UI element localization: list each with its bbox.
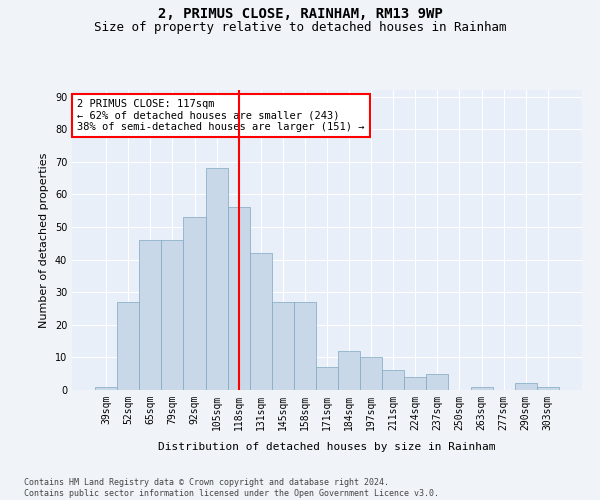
- Bar: [470, 386, 493, 390]
- Bar: [382, 370, 404, 390]
- Bar: [404, 377, 427, 390]
- Bar: [95, 386, 117, 390]
- Bar: [338, 351, 360, 390]
- Text: Size of property relative to detached houses in Rainham: Size of property relative to detached ho…: [94, 21, 506, 34]
- Y-axis label: Number of detached properties: Number of detached properties: [39, 152, 49, 328]
- Bar: [227, 208, 250, 390]
- Bar: [427, 374, 448, 390]
- Bar: [206, 168, 227, 390]
- Bar: [272, 302, 294, 390]
- Text: Distribution of detached houses by size in Rainham: Distribution of detached houses by size …: [158, 442, 496, 452]
- Bar: [117, 302, 139, 390]
- Bar: [537, 386, 559, 390]
- Bar: [360, 358, 382, 390]
- Bar: [184, 217, 206, 390]
- Bar: [161, 240, 184, 390]
- Bar: [294, 302, 316, 390]
- Text: 2, PRIMUS CLOSE, RAINHAM, RM13 9WP: 2, PRIMUS CLOSE, RAINHAM, RM13 9WP: [158, 8, 442, 22]
- Text: Contains HM Land Registry data © Crown copyright and database right 2024.
Contai: Contains HM Land Registry data © Crown c…: [24, 478, 439, 498]
- Bar: [515, 384, 537, 390]
- Bar: [316, 367, 338, 390]
- Bar: [139, 240, 161, 390]
- Bar: [250, 253, 272, 390]
- Text: 2 PRIMUS CLOSE: 117sqm
← 62% of detached houses are smaller (243)
38% of semi-de: 2 PRIMUS CLOSE: 117sqm ← 62% of detached…: [77, 99, 365, 132]
